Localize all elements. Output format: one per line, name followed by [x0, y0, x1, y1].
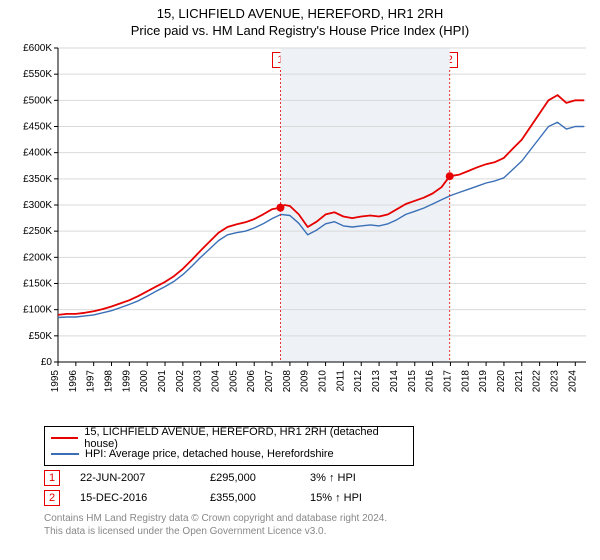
svg-text:2005: 2005	[228, 370, 239, 393]
svg-text:2007: 2007	[264, 370, 275, 393]
sale-price: £295,000	[210, 472, 310, 484]
svg-text:£450K: £450K	[23, 122, 52, 133]
svg-text:2017: 2017	[442, 370, 453, 393]
sale-date: 22-JUN-2007	[80, 472, 210, 484]
svg-text:£50K: £50K	[29, 331, 53, 342]
svg-text:£350K: £350K	[23, 174, 52, 185]
footnote-line-1: Contains HM Land Registry data © Crown c…	[44, 512, 592, 525]
svg-text:2010: 2010	[318, 370, 329, 393]
svg-text:2002: 2002	[175, 370, 186, 393]
footnote: Contains HM Land Registry data © Crown c…	[44, 512, 592, 538]
svg-text:£600K: £600K	[23, 43, 52, 54]
svg-text:£0: £0	[41, 357, 53, 368]
sales-table: 1 22-JUN-2007£295,0003% ↑ HPI 2 15-DEC-2016…	[44, 468, 592, 508]
svg-text:£300K: £300K	[23, 200, 52, 211]
svg-text:2006: 2006	[246, 370, 257, 393]
svg-text:1996: 1996	[68, 370, 79, 393]
svg-text:1998: 1998	[104, 370, 115, 393]
svg-text:2001: 2001	[157, 370, 168, 393]
titles: 15, LICHFIELD AVENUE, HEREFORD, HR1 2RH …	[8, 6, 592, 38]
sale-date: 15-DEC-2016	[80, 492, 210, 504]
svg-text:2011: 2011	[335, 370, 346, 392]
svg-text:2000: 2000	[139, 370, 150, 393]
svg-text:£550K: £550K	[23, 69, 52, 80]
svg-text:2004: 2004	[211, 370, 222, 393]
svg-text:£500K: £500K	[23, 95, 52, 106]
sale-row-marker: 1	[44, 470, 60, 486]
svg-text:2023: 2023	[549, 370, 560, 393]
svg-text:2022: 2022	[532, 370, 543, 393]
svg-text:2015: 2015	[407, 370, 418, 393]
title-subtitle: Price paid vs. HM Land Registry's House …	[8, 23, 592, 38]
svg-text:£100K: £100K	[23, 305, 52, 316]
svg-text:£200K: £200K	[23, 252, 52, 263]
svg-text:2016: 2016	[425, 370, 436, 393]
svg-text:1997: 1997	[86, 370, 97, 393]
svg-text:2009: 2009	[300, 370, 311, 393]
svg-text:£150K: £150K	[23, 279, 52, 290]
footnote-line-2: This data is licensed under the Open Gov…	[44, 525, 592, 538]
sale-row: 1 22-JUN-2007£295,0003% ↑ HPI	[44, 468, 592, 488]
svg-text:2003: 2003	[193, 370, 204, 393]
legend-swatch	[51, 453, 79, 455]
svg-text:£400K: £400K	[23, 148, 52, 159]
sale-diff: 15% ↑ HPI	[310, 492, 430, 504]
legend-row: 15, LICHFIELD AVENUE, HEREFORD, HR1 2RH …	[51, 430, 407, 446]
legend-label: 15, LICHFIELD AVENUE, HEREFORD, HR1 2RH …	[84, 426, 407, 450]
chart-area: 12£0£50K£100K£150K£200K£250K£300K£350K£4…	[8, 42, 592, 422]
svg-text:2021: 2021	[514, 370, 525, 393]
sale-price: £355,000	[210, 492, 310, 504]
svg-text:2020: 2020	[496, 370, 507, 393]
sale-diff: 3% ↑ HPI	[310, 472, 430, 484]
svg-text:2014: 2014	[389, 370, 400, 393]
svg-text:2024: 2024	[567, 370, 578, 393]
svg-text:2008: 2008	[282, 370, 293, 393]
title-address: 15, LICHFIELD AVENUE, HEREFORD, HR1 2RH	[8, 6, 592, 21]
legend-label: HPI: Average price, detached house, Here…	[85, 448, 334, 460]
legend-box: 15, LICHFIELD AVENUE, HEREFORD, HR1 2RH …	[44, 426, 414, 466]
sale-row: 2 15-DEC-2016£355,00015% ↑ HPI	[44, 488, 592, 508]
svg-text:2012: 2012	[353, 370, 364, 393]
svg-text:2018: 2018	[460, 370, 471, 393]
chart-container: 15, LICHFIELD AVENUE, HEREFORD, HR1 2RH …	[0, 0, 600, 560]
svg-text:1995: 1995	[50, 370, 61, 393]
svg-text:£250K: £250K	[23, 226, 52, 237]
svg-text:1999: 1999	[121, 370, 132, 393]
legend-swatch	[51, 437, 78, 439]
svg-text:2019: 2019	[478, 370, 489, 393]
sale-row-marker: 2	[44, 490, 60, 506]
svg-text:2013: 2013	[371, 370, 382, 393]
